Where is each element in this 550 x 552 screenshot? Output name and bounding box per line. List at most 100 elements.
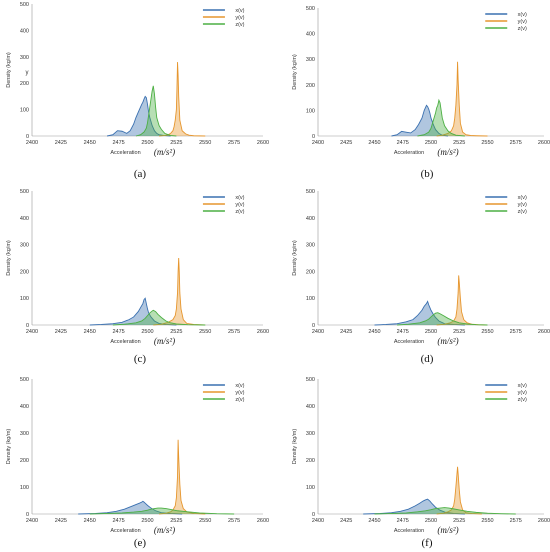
x-tick-label: 2600	[257, 518, 269, 524]
legend: x(v)y(v)z(v)	[202, 8, 245, 28]
legend: x(v)y(v)z(v)	[202, 195, 245, 215]
y-tick-label: 200	[20, 269, 29, 275]
legend-label-y: y(v)	[235, 390, 244, 396]
x-tick-label: 2500	[425, 329, 437, 335]
x-tick-label: 2450	[368, 329, 380, 335]
x-axis-unit: (m/s²)	[154, 336, 175, 346]
y-tick-label: 0	[26, 512, 29, 518]
legend-label-y: y(v)	[518, 19, 527, 25]
x-tick-label: 2475	[113, 329, 125, 335]
y-tick-label: 300	[20, 431, 29, 437]
x-tick-label: 2600	[538, 329, 550, 335]
legend-label-x: x(v)	[518, 195, 527, 201]
series-line-y	[436, 61, 488, 137]
x-tick-label: 2550	[481, 140, 493, 146]
x-axis-label: Acceleration	[110, 528, 140, 534]
legend-label-z: z(v)	[518, 397, 527, 403]
series-area-x	[107, 96, 171, 136]
x-axis-label: Acceleration	[394, 528, 424, 534]
series-line-x	[391, 104, 449, 137]
series-area-y	[153, 258, 206, 325]
x-tick-label: 2425	[55, 518, 67, 524]
series-line-y	[436, 466, 482, 515]
panel-caption: (a)	[134, 168, 147, 180]
y-tick-label: 300	[306, 243, 315, 249]
y-tick-label: 400	[306, 404, 315, 410]
x-tick-label: 2550	[481, 329, 493, 335]
x-tick-label: 2475	[113, 140, 125, 146]
y-axis-label: Density (kg/m)	[292, 429, 298, 465]
y-tick-label: 100	[306, 108, 315, 114]
series-line-z	[112, 309, 206, 326]
x-tick-label: 2425	[340, 329, 352, 335]
y-tick-label: 500	[20, 2, 29, 8]
legend-label-x: x(v)	[235, 383, 244, 389]
y-tick-label: 200	[20, 458, 29, 464]
y-axis-label: Density (kg/m)	[6, 240, 12, 276]
x-tick-label: 2525	[453, 329, 465, 335]
series-line-y	[159, 62, 206, 137]
x-tick-label: 2575	[510, 518, 522, 524]
x-tick-label: 2575	[228, 140, 240, 146]
y-tick-label: 300	[306, 57, 315, 63]
x-tick-label: 2550	[199, 518, 211, 524]
y-tick-label: 100	[20, 485, 29, 491]
series-line-x	[363, 498, 465, 515]
x-tick-label: 2525	[453, 140, 465, 146]
x-tick-label: 2450	[368, 518, 380, 524]
y-tick-label: 400	[20, 216, 29, 222]
series-line-x	[89, 297, 177, 326]
x-axis-label: Acceleration	[110, 339, 140, 345]
x-tick-label: 2500	[141, 329, 153, 335]
series-line-z	[89, 507, 235, 515]
y-tick-label: 300	[20, 243, 29, 249]
x-tick-label: 2525	[170, 140, 182, 146]
y-axis-label: Density (kg/m)	[6, 429, 12, 465]
series-line-x	[106, 95, 171, 137]
legend-label-y: y(v)	[235, 202, 244, 208]
legend-label-z: z(v)	[235, 209, 244, 215]
x-tick-label: 2575	[228, 329, 240, 335]
series-area-x	[391, 105, 448, 136]
series-line-x	[78, 500, 183, 515]
y-tick-label: 0	[26, 134, 29, 140]
x-tick-label: 2575	[228, 518, 240, 524]
series-area-z	[374, 507, 516, 514]
panel-caption: (b)	[421, 168, 434, 180]
series-area-z	[112, 310, 206, 325]
x-tick-label: 2500	[425, 518, 437, 524]
x-tick-label: 2550	[199, 140, 211, 146]
chart-panel-6: 0 100 200 300 400 500 2400 2425 2450 2475 2500 2525…	[292, 377, 550, 549]
series-area-y	[159, 62, 206, 136]
x-axis-label: Acceleration	[394, 150, 424, 156]
chart-panel-4: 0 100 200 300 400 500 2400 2425 2450 2475 2500 2525…	[292, 189, 550, 365]
x-tick-label: 2425	[340, 518, 352, 524]
y-tick-label: 500	[306, 377, 315, 383]
legend: x(v)y(v)z(v)	[202, 383, 245, 403]
legend-label-y: y(v)	[518, 390, 527, 396]
legend-label-x: x(v)	[518, 12, 527, 18]
y-tick-label: 200	[306, 458, 315, 464]
x-axis-unit: (m/s²)	[154, 147, 175, 157]
y-tick-label: 200	[20, 81, 29, 87]
legend: x(v)y(v)z(v)	[485, 195, 527, 215]
x-tick-label: 2600	[538, 140, 550, 146]
x-tick-label: 2450	[84, 140, 96, 146]
chart-panel-1: 0 100 200 300 400 500 2400 2425 2450 2475 2500 2525…	[6, 2, 269, 180]
x-tick-label: 2500	[141, 140, 153, 146]
series-line-z	[374, 507, 516, 515]
x-tick-label: 2400	[26, 140, 38, 146]
legend-label-z: z(v)	[518, 26, 527, 32]
x-tick-label: 2400	[312, 140, 324, 146]
x-tick-label: 2475	[113, 518, 125, 524]
series-area-x	[89, 298, 177, 325]
x-tick-label: 2550	[199, 329, 211, 335]
legend-label-x: x(v)	[518, 383, 527, 389]
y-tick-label: 200	[306, 269, 315, 275]
y-tick-label: 300	[20, 55, 29, 61]
x-tick-label: 2500	[425, 140, 437, 146]
x-tick-label: 2450	[84, 518, 96, 524]
legend-label-x: x(v)	[235, 8, 244, 14]
x-tick-label: 2600	[257, 140, 269, 146]
chart-panel-5: 0 100 200 300 400 500 2400 2425 2450 2475 2500 2525…	[6, 377, 269, 549]
